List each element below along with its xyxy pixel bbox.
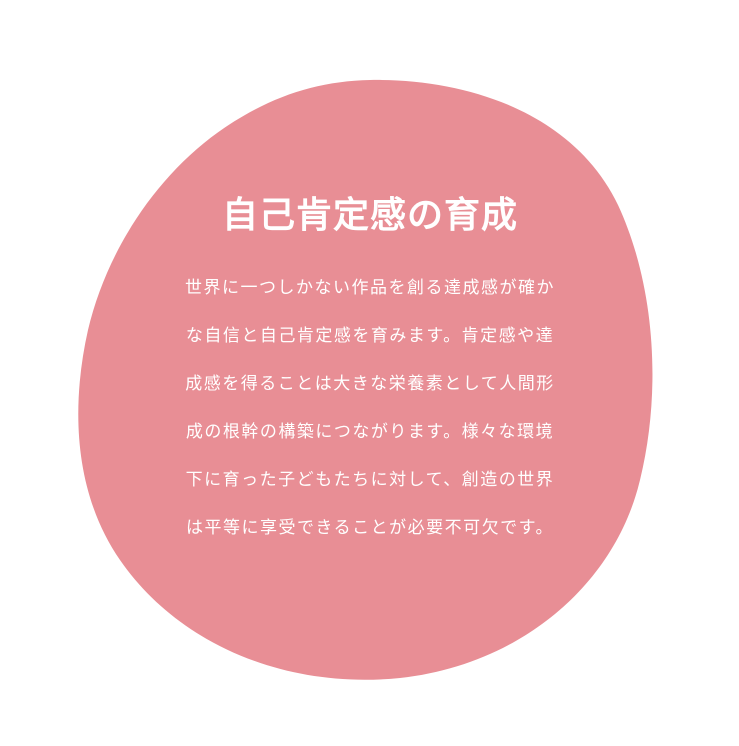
body-line: な自信と自己肯定感を育みます。肯定感や達: [185, 326, 555, 346]
body-line: 成の根幹の構築につながります。様々な環境: [185, 422, 555, 442]
body-line: 下に育った子どもたちに対して、創造の世界: [185, 470, 555, 490]
body-line: 世界に一つしかない作品を創る達成感が確か: [185, 278, 555, 298]
body-line: は平等に享受できることが必要不可欠です。: [186, 518, 554, 538]
heading: 自己肯定感の育成: [221, 195, 518, 236]
text-block: 自己肯定感の育成 世界に一つしかない作品を創る達成感が確か な自信と自己肯定感を…: [150, 190, 590, 552]
body-paragraph: 世界に一つしかない作品を創る達成感が確か な自信と自己肯定感を育みます。肯定感や…: [150, 264, 590, 552]
body-line: 成感を得ることは大きな栄養素として人間形: [185, 374, 555, 394]
